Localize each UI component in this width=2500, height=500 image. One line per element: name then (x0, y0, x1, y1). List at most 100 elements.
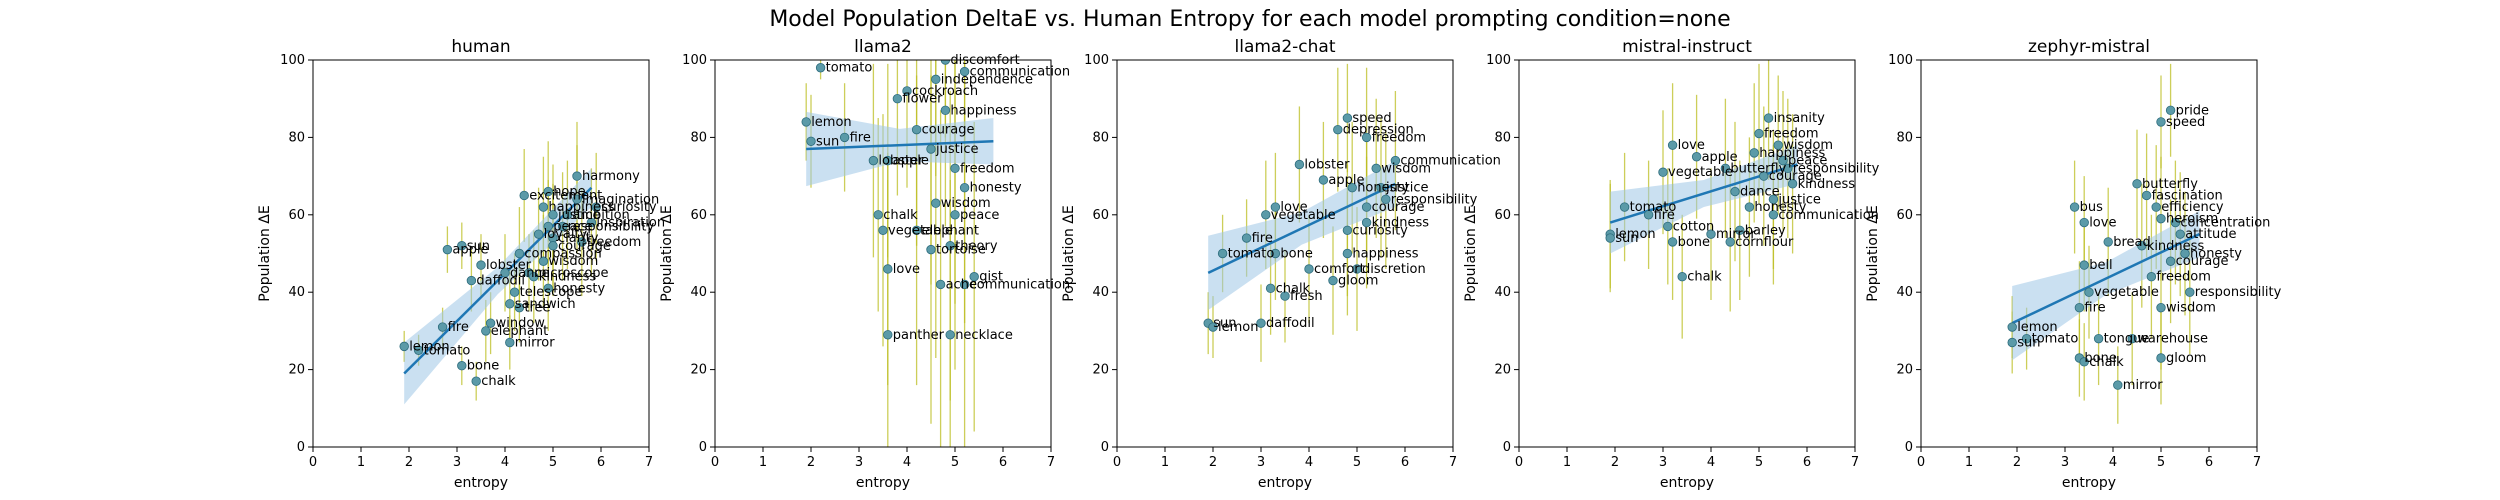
plot-area (399, 121, 601, 405)
point-label: courage (558, 239, 611, 254)
x-tick-label: 4 (501, 455, 509, 470)
point-label: peace (1788, 154, 1827, 169)
x-tick-label: 5 (2157, 455, 2165, 470)
y-tick-label: 40 (1494, 285, 1511, 300)
y-tick-label: 0 (297, 440, 305, 455)
data-point (2170, 217, 2181, 228)
y-tick-label: 60 (1494, 208, 1511, 223)
y-axis-label: Population ΔE (1061, 205, 1077, 301)
point-label: responsibility (2195, 285, 2282, 300)
point-label: tomato (826, 61, 873, 76)
data-point (1754, 128, 1764, 139)
x-tick-label: 1 (759, 455, 767, 470)
point-label: sun (2017, 336, 2040, 351)
data-point (2175, 229, 2185, 239)
point-label: comfort (1314, 262, 1365, 277)
fit-line (1207, 182, 1396, 274)
y-tick-label: 20 (690, 363, 707, 378)
x-tick-label: 7 (2253, 455, 2261, 470)
point-label: speed (2166, 115, 2205, 130)
y-tick-label: 80 (1494, 130, 1511, 145)
point-label: sun (816, 134, 839, 149)
x-tick-label: 4 (1305, 455, 1313, 470)
data-point (543, 221, 553, 232)
point-label: sun (1213, 316, 1236, 331)
data-point (2007, 337, 2017, 348)
data-point (878, 225, 888, 235)
data-point (950, 163, 960, 174)
point-label: sun (1615, 231, 1638, 246)
point-label: freedom (2156, 270, 2211, 285)
point-label: lemon (2017, 320, 2057, 335)
y-tick-label: 80 (1896, 130, 1913, 145)
data-point (548, 241, 558, 251)
point-label: barley (1745, 223, 1786, 238)
data-point (2156, 353, 2166, 363)
point-label: tomato (424, 343, 471, 358)
x-tick-label: 1 (357, 455, 365, 470)
data-point (1328, 275, 1338, 286)
point-label: gloom (1338, 274, 1378, 289)
data-point (519, 190, 529, 201)
data-point (883, 155, 893, 166)
point-label: attitude (2185, 227, 2236, 242)
point-label: love (1678, 138, 1705, 153)
point-label: elephant (491, 324, 548, 339)
y-tick-label: 0 (699, 440, 707, 455)
data-point (806, 136, 816, 146)
point-label: chalk (883, 208, 918, 223)
point-label: discretion (1362, 262, 1426, 277)
point-label: curiosity (1352, 223, 1408, 238)
point-label: honesty (1754, 200, 1806, 215)
point-label: courage (922, 123, 975, 138)
data-point (1773, 140, 1783, 150)
data-point (1361, 217, 1372, 228)
x-tick-label: 5 (549, 455, 557, 470)
y-tick-label: 100 (1084, 53, 1109, 68)
point-label: love (893, 262, 920, 277)
point-label: communication (970, 277, 1071, 292)
fit-confidence-band (1610, 145, 1798, 254)
fit-confidence-band (1208, 160, 1396, 311)
point-label: justice (1777, 192, 1820, 207)
point-label: sun (467, 239, 490, 254)
point-label: butterfly (1730, 161, 1786, 176)
point-label: freedom (960, 161, 1015, 176)
point-label: apple (893, 154, 929, 169)
plot-area (801, 60, 994, 447)
data-point (586, 217, 597, 228)
x-tick-label: 2 (1209, 455, 1217, 470)
data-point (2141, 190, 2152, 201)
point-label: kindness (1372, 216, 1430, 231)
point-label: clarity (558, 231, 599, 246)
point-label: lobster (486, 258, 532, 273)
data-point (2093, 333, 2104, 344)
point-label: freedom (587, 235, 642, 250)
point-label: cornflour (1735, 235, 1794, 250)
point-label: freedom (1372, 130, 1427, 145)
data-point (1619, 202, 1630, 212)
point-label: justice (935, 142, 978, 157)
fit-line (806, 140, 994, 151)
x-tick-label: 5 (1353, 455, 1361, 470)
data-point (1342, 225, 1353, 235)
data-point (959, 279, 970, 290)
panel-title: zephyr-mistral (2028, 37, 2150, 57)
point-label: bus (2080, 200, 2103, 215)
x-tick-label: 5 (951, 455, 959, 470)
data-point (931, 198, 941, 208)
point-label: efficiency (2161, 200, 2224, 215)
data-point (2079, 357, 2089, 367)
x-tick-label: 3 (855, 455, 863, 470)
data-point (471, 376, 481, 386)
data-point (485, 318, 496, 328)
y-tick-label: 40 (690, 285, 707, 300)
data-point (457, 361, 467, 371)
x-axis-label: entropy (1258, 475, 1312, 491)
point-label: sandwich (515, 297, 576, 312)
data-point (945, 241, 955, 251)
panel-title: mistral-instruct (1622, 37, 1752, 57)
point-label: lemon (1615, 227, 1655, 242)
point-label: tree (524, 301, 550, 316)
